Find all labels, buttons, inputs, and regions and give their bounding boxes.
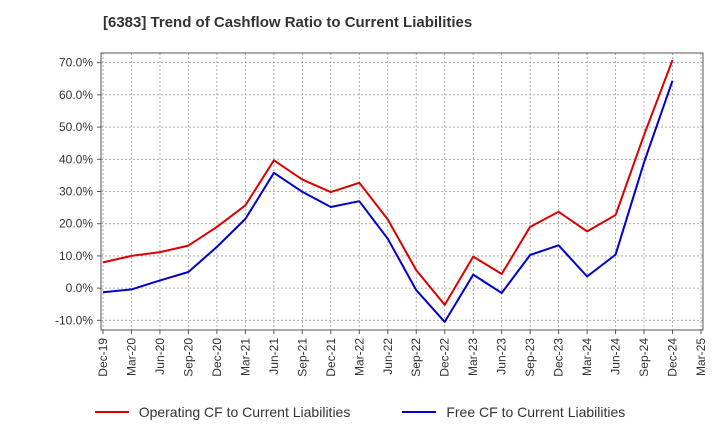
x-tick-label: Jun-24 — [609, 338, 623, 375]
x-tick-label: Dec-21 — [324, 338, 338, 377]
x-tick-label: Sep-22 — [409, 338, 423, 377]
x-tick-label: Sep-20 — [181, 338, 195, 377]
y-tick-label: 0.0% — [66, 281, 94, 295]
legend-swatch-free — [402, 411, 437, 413]
y-tick-label: 40.0% — [59, 152, 93, 166]
x-tick-label: Dec-20 — [210, 338, 224, 377]
series-layer — [102, 59, 674, 323]
x-tick-label: Mar-22 — [352, 338, 366, 376]
legend-item-free: Free CF to Current Liabilities — [402, 404, 625, 420]
legend-label-operating: Operating CF to Current Liabilities — [138, 404, 351, 420]
x-tick-label: Sep-23 — [523, 338, 537, 377]
x-tick-label: Mar-25 — [694, 338, 708, 376]
legend: Operating CF to Current Liabilities Free… — [0, 404, 720, 420]
chart-title: [6383] Trend of Cashflow Ratio to Curren… — [103, 14, 473, 31]
x-tick-label: Sep-21 — [295, 338, 309, 377]
x-axis: Dec-19 Mar-20 Jun-20 Sep-20 Dec-20 Mar-21 Jun-… — [96, 330, 708, 377]
x-tick-label: Jun-21 — [267, 338, 281, 375]
legend-label-free: Free CF to Current Liabilities — [446, 404, 626, 420]
y-tick-label: 30.0% — [59, 185, 93, 199]
y-tick-label: 20.0% — [59, 217, 93, 231]
series-line-free-cf — [102, 80, 674, 323]
x-tick-label: Jun-22 — [381, 338, 395, 375]
y-tick-label: 10.0% — [59, 249, 93, 263]
y-tick-label: 60.0% — [59, 88, 93, 102]
x-tick-label: Dec-19 — [96, 338, 110, 377]
x-tick-label: Sep-24 — [637, 338, 651, 377]
x-tick-label: Mar-21 — [238, 338, 252, 376]
x-tick-label: Jun-23 — [495, 338, 509, 375]
x-tick-label: Dec-23 — [552, 338, 566, 377]
legend-swatch-operating — [94, 411, 129, 413]
x-tick-label: Dec-22 — [438, 338, 452, 377]
y-tick-label: 50.0% — [59, 120, 93, 134]
y-axis: -10.0% 0.0% 10.0% 20.0% 30.0% 40.0% 50.0% 60.0%… — [55, 56, 101, 327]
x-tick-label: Mar-23 — [466, 338, 480, 376]
legend-item-operating: Operating CF to Current Liabilities — [94, 404, 351, 420]
grid-lines — [101, 53, 703, 330]
series-line-operating-cf — [102, 59, 674, 306]
x-tick-label: Dec-24 — [666, 338, 680, 377]
x-tick-label: Mar-20 — [124, 338, 138, 376]
y-tick-label: 70.0% — [59, 56, 93, 70]
x-tick-label: Mar-24 — [580, 338, 594, 376]
y-tick-label: -10.0% — [55, 313, 93, 327]
x-tick-label: Jun-20 — [153, 338, 167, 375]
